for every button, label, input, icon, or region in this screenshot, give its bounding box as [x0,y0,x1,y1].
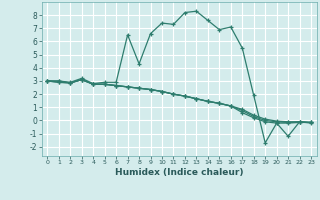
X-axis label: Humidex (Indice chaleur): Humidex (Indice chaleur) [115,168,244,177]
